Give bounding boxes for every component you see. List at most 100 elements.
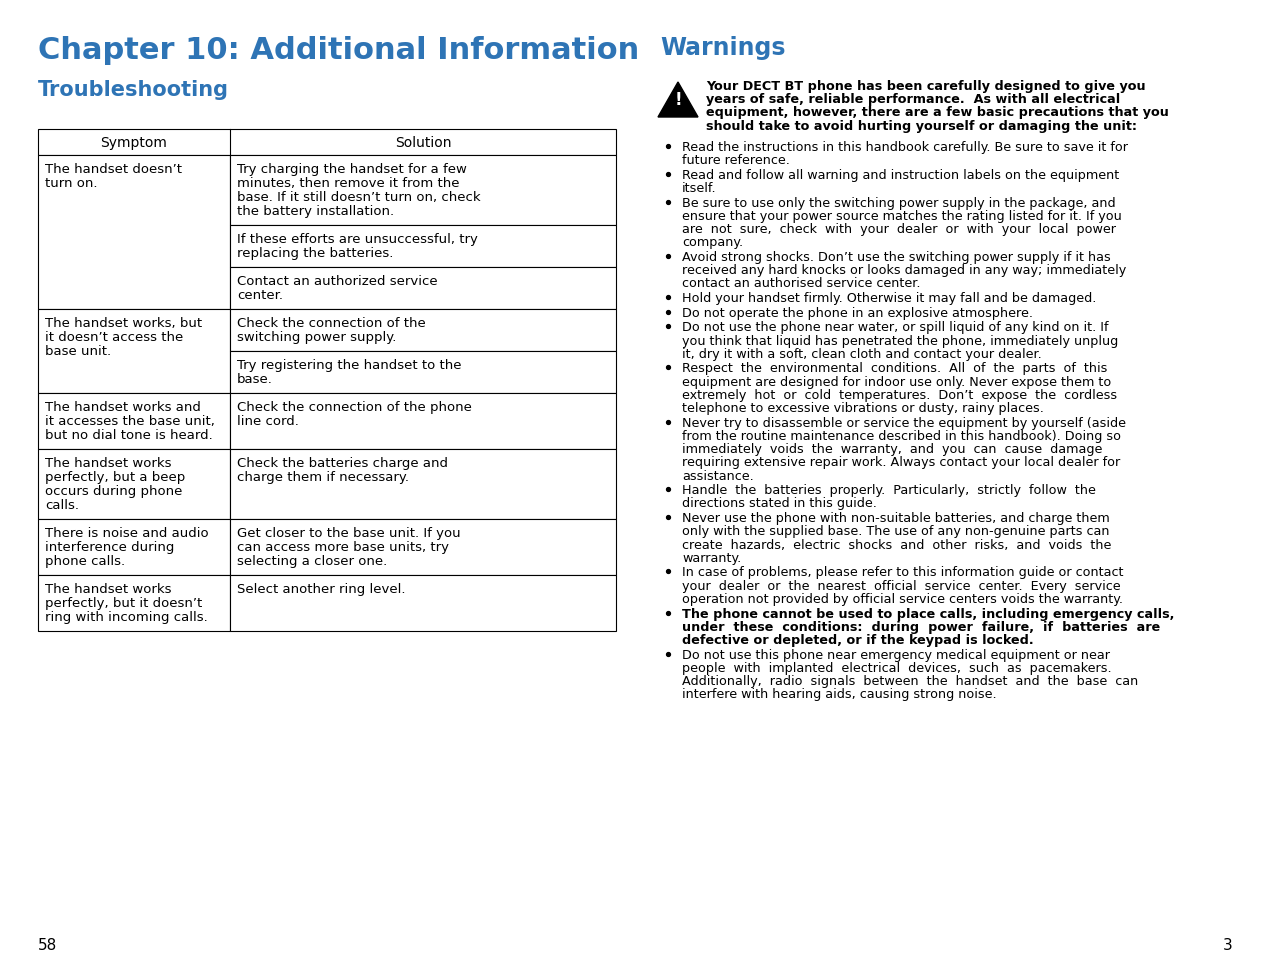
Bar xyxy=(230,450,616,519)
Text: telephone to excessive vibrations or dusty, rainy places.: telephone to excessive vibrations or dus… xyxy=(683,401,1043,415)
Text: Solution: Solution xyxy=(395,136,451,150)
Text: under  these  conditions:  during  power  failure,  if  batteries  are: under these conditions: during power fai… xyxy=(683,620,1160,633)
Bar xyxy=(38,156,230,310)
Text: interfere with hearing aids, causing strong noise.: interfere with hearing aids, causing str… xyxy=(683,687,996,700)
Bar xyxy=(230,519,616,576)
Text: Do not use this phone near emergency medical equipment or near: Do not use this phone near emergency med… xyxy=(683,648,1110,661)
Text: Contact an authorized service: Contact an authorized service xyxy=(236,274,437,288)
Text: create  hazards,  electric  shocks  and  other  risks,  and  voids  the: create hazards, electric shocks and othe… xyxy=(683,538,1111,551)
Bar xyxy=(38,519,230,576)
Bar xyxy=(230,226,616,268)
Text: replacing the batteries.: replacing the batteries. xyxy=(236,247,394,260)
Text: are  not  sure,  check  with  your  dealer  or  with  your  local  power: are not sure, check with your dealer or … xyxy=(683,223,1116,235)
Text: equipment, however, there are a few basic precautions that you: equipment, however, there are a few basi… xyxy=(705,107,1169,119)
Text: Never try to disassemble or service the equipment by yourself (aside: Never try to disassemble or service the … xyxy=(683,416,1126,430)
Text: Try registering the handset to the: Try registering the handset to the xyxy=(236,358,461,372)
Text: Additionally,  radio  signals  between  the  handset  and  the  base  can: Additionally, radio signals between the … xyxy=(683,675,1139,687)
Bar xyxy=(230,268,616,310)
Text: Respect  the  environmental  conditions.  All  of  the  parts  of  this: Respect the environmental conditions. Al… xyxy=(683,362,1107,375)
Text: contact an authorised service center.: contact an authorised service center. xyxy=(683,277,920,290)
Text: ensure that your power source matches the rating listed for it. If you: ensure that your power source matches th… xyxy=(683,210,1122,223)
Text: In case of problems, please refer to this information guide or contact: In case of problems, please refer to thi… xyxy=(683,566,1124,578)
Text: Chapter 10: Additional Information: Chapter 10: Additional Information xyxy=(38,36,639,65)
Text: The phone cannot be used to place calls, including emergency calls,: The phone cannot be used to place calls,… xyxy=(683,607,1174,620)
Text: Select another ring level.: Select another ring level. xyxy=(236,582,405,596)
Text: received any hard knocks or looks damaged in any way; immediately: received any hard knocks or looks damage… xyxy=(683,264,1126,276)
Bar xyxy=(230,352,616,394)
Text: phone calls.: phone calls. xyxy=(44,555,125,567)
Text: it accesses the base unit,: it accesses the base unit, xyxy=(44,415,215,428)
Text: switching power supply.: switching power supply. xyxy=(236,331,397,344)
Text: Do not use the phone near water, or spill liquid of any kind on it. If: Do not use the phone near water, or spil… xyxy=(683,321,1108,335)
Bar xyxy=(38,130,616,156)
Bar xyxy=(38,576,230,631)
Text: it, dry it with a soft, clean cloth and contact your dealer.: it, dry it with a soft, clean cloth and … xyxy=(683,348,1042,360)
Text: The handset works, but: The handset works, but xyxy=(44,316,202,330)
Bar xyxy=(230,576,616,631)
Text: should take to avoid hurting yourself or damaging the unit:: should take to avoid hurting yourself or… xyxy=(705,119,1138,132)
Text: the battery installation.: the battery installation. xyxy=(236,205,394,218)
Polygon shape xyxy=(658,83,698,118)
Text: Read and follow all warning and instruction labels on the equipment: Read and follow all warning and instruct… xyxy=(683,169,1120,181)
Text: warranty.: warranty. xyxy=(683,551,741,564)
Text: equipment are designed for indoor use only. Never expose them to: equipment are designed for indoor use on… xyxy=(683,375,1111,388)
Text: Never use the phone with non-suitable batteries, and charge them: Never use the phone with non-suitable ba… xyxy=(683,512,1110,525)
Text: center.: center. xyxy=(236,289,283,302)
Text: Handle  the  batteries  properly.  Particularly,  strictly  follow  the: Handle the batteries properly. Particula… xyxy=(683,484,1096,497)
Text: base. If it still doesn’t turn on, check: base. If it still doesn’t turn on, check xyxy=(236,191,480,204)
Text: people  with  implanted  electrical  devices,  such  as  pacemakers.: people with implanted electrical devices… xyxy=(683,661,1112,674)
Text: Hold your handset firmly. Otherwise it may fall and be damaged.: Hold your handset firmly. Otherwise it m… xyxy=(683,292,1097,305)
Text: line cord.: line cord. xyxy=(236,415,299,428)
Text: base.: base. xyxy=(236,373,273,386)
Text: can access more base units, try: can access more base units, try xyxy=(236,540,449,554)
Text: defective or depleted, or if the keypad is locked.: defective or depleted, or if the keypad … xyxy=(683,634,1033,646)
Text: The handset doesn’t: The handset doesn’t xyxy=(44,163,182,175)
Text: If these efforts are unsuccessful, try: If these efforts are unsuccessful, try xyxy=(236,233,478,246)
Bar xyxy=(230,394,616,450)
Text: company.: company. xyxy=(683,236,744,249)
Text: Read the instructions in this handbook carefully. Be sure to save it for: Read the instructions in this handbook c… xyxy=(683,141,1127,153)
Bar xyxy=(230,310,616,352)
Text: calls.: calls. xyxy=(44,498,79,512)
Bar xyxy=(38,310,230,394)
Text: Symptom: Symptom xyxy=(100,136,168,150)
Text: minutes, then remove it from the: minutes, then remove it from the xyxy=(236,177,460,190)
Text: operation not provided by official service centers voids the warranty.: operation not provided by official servi… xyxy=(683,592,1124,605)
Text: The handset works: The handset works xyxy=(44,582,172,596)
Text: but no dial tone is heard.: but no dial tone is heard. xyxy=(44,429,212,441)
Text: Check the connection of the phone: Check the connection of the phone xyxy=(236,400,472,414)
Text: immediately  voids  the  warranty,  and  you  can  cause  damage: immediately voids the warranty, and you … xyxy=(683,443,1102,456)
Text: directions stated in this guide.: directions stated in this guide. xyxy=(683,497,877,510)
Text: !: ! xyxy=(674,91,681,109)
Text: The handset works: The handset works xyxy=(44,456,172,470)
Text: Check the connection of the: Check the connection of the xyxy=(236,316,426,330)
Text: selecting a closer one.: selecting a closer one. xyxy=(236,555,388,567)
Text: from the routine maintenance described in this handbook). Doing so: from the routine maintenance described i… xyxy=(683,430,1121,442)
Text: only with the supplied base. The use of any non-genuine parts can: only with the supplied base. The use of … xyxy=(683,525,1110,537)
Text: 3: 3 xyxy=(1223,937,1233,952)
Text: requiring extensive repair work. Always contact your local dealer for: requiring extensive repair work. Always … xyxy=(683,456,1120,469)
Bar xyxy=(38,450,230,519)
Text: turn on.: turn on. xyxy=(44,177,98,190)
Text: years of safe, reliable performance.  As with all electrical: years of safe, reliable performance. As … xyxy=(705,93,1120,106)
Text: Get closer to the base unit. If you: Get closer to the base unit. If you xyxy=(236,526,460,539)
Bar xyxy=(230,156,616,226)
Text: 58: 58 xyxy=(38,937,57,952)
Text: perfectly, but it doesn’t: perfectly, but it doesn’t xyxy=(44,597,202,609)
Text: it doesn’t access the: it doesn’t access the xyxy=(44,331,183,344)
Text: extremely  hot  or  cold  temperatures.  Don’t  expose  the  cordless: extremely hot or cold temperatures. Don’… xyxy=(683,389,1117,401)
Text: occurs during phone: occurs during phone xyxy=(44,484,182,497)
Text: The handset works and: The handset works and xyxy=(44,400,201,414)
Text: assistance.: assistance. xyxy=(683,469,754,482)
Text: Check the batteries charge and: Check the batteries charge and xyxy=(236,456,447,470)
Text: Your DECT BT phone has been carefully designed to give you: Your DECT BT phone has been carefully de… xyxy=(705,80,1145,92)
Text: itself.: itself. xyxy=(683,182,717,194)
Text: Troubleshooting: Troubleshooting xyxy=(38,80,229,100)
Text: base unit.: base unit. xyxy=(44,345,111,357)
Text: Do not operate the phone in an explosive atmosphere.: Do not operate the phone in an explosive… xyxy=(683,306,1033,319)
Text: Warnings: Warnings xyxy=(660,36,785,60)
Text: ring with incoming calls.: ring with incoming calls. xyxy=(44,610,207,623)
Text: you think that liquid has penetrated the phone, immediately unplug: you think that liquid has penetrated the… xyxy=(683,335,1118,347)
Text: perfectly, but a beep: perfectly, but a beep xyxy=(44,471,186,483)
Text: your  dealer  or  the  nearest  official  service  center.  Every  service: your dealer or the nearest official serv… xyxy=(683,579,1121,592)
